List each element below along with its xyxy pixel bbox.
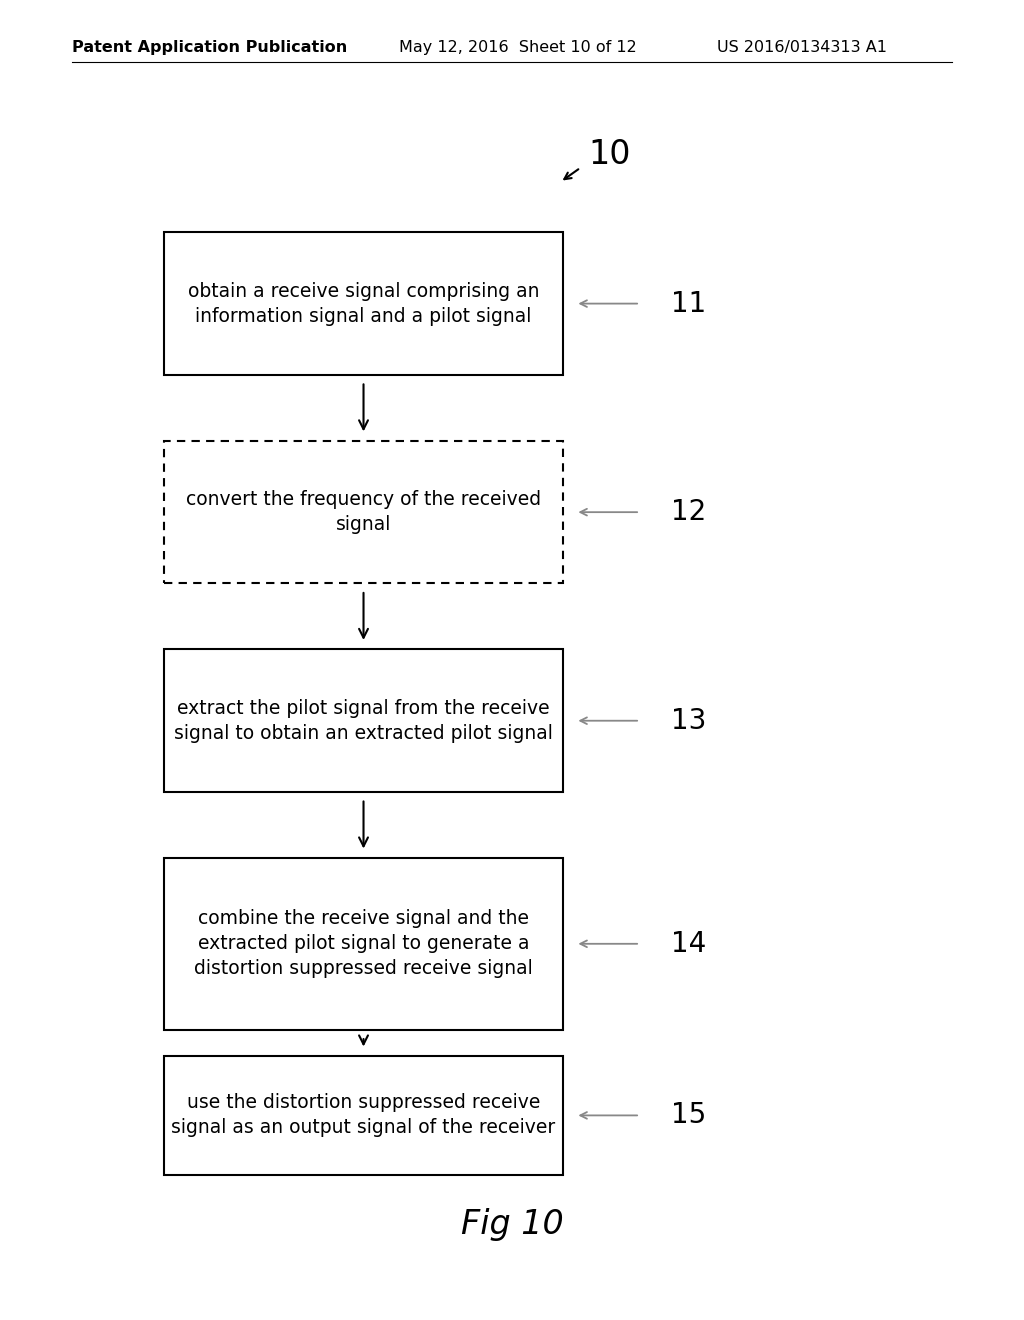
Text: obtain a receive signal comprising an
information signal and a pilot signal: obtain a receive signal comprising an in…: [187, 281, 540, 326]
Bar: [164, 649, 563, 792]
Bar: [164, 1056, 563, 1175]
Text: 13: 13: [671, 706, 707, 735]
Text: US 2016/0134313 A1: US 2016/0134313 A1: [717, 40, 887, 55]
Text: Fig 10: Fig 10: [461, 1209, 563, 1241]
Text: convert the frequency of the received
signal: convert the frequency of the received si…: [186, 490, 541, 535]
Text: 11: 11: [671, 289, 706, 318]
Text: Patent Application Publication: Patent Application Publication: [72, 40, 347, 55]
Text: 10: 10: [588, 139, 631, 172]
Text: May 12, 2016  Sheet 10 of 12: May 12, 2016 Sheet 10 of 12: [399, 40, 637, 55]
Bar: [164, 441, 563, 583]
Text: use the distortion suppressed receive
signal as an output signal of the receiver: use the distortion suppressed receive si…: [171, 1093, 556, 1138]
Text: 15: 15: [671, 1101, 706, 1130]
Text: combine the receive signal and the
extracted pilot signal to generate a
distorti: combine the receive signal and the extra…: [195, 909, 532, 978]
Text: extract the pilot signal from the receive
signal to obtain an extracted pilot si: extract the pilot signal from the receiv…: [174, 698, 553, 743]
Text: 14: 14: [671, 929, 706, 958]
Bar: [164, 858, 563, 1030]
Text: 12: 12: [671, 498, 706, 527]
Bar: [164, 232, 563, 375]
